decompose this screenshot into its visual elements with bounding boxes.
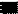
Bar	[7, 6, 8, 12]
Text: Fig. 2: Fig. 2	[1, 1, 18, 14]
Bar	[12, 11, 13, 12]
Bar	[3, 10, 4, 12]
Bar	[2, 10, 3, 12]
Bar	[10, 11, 11, 12]
Bar	[4, 9, 5, 12]
